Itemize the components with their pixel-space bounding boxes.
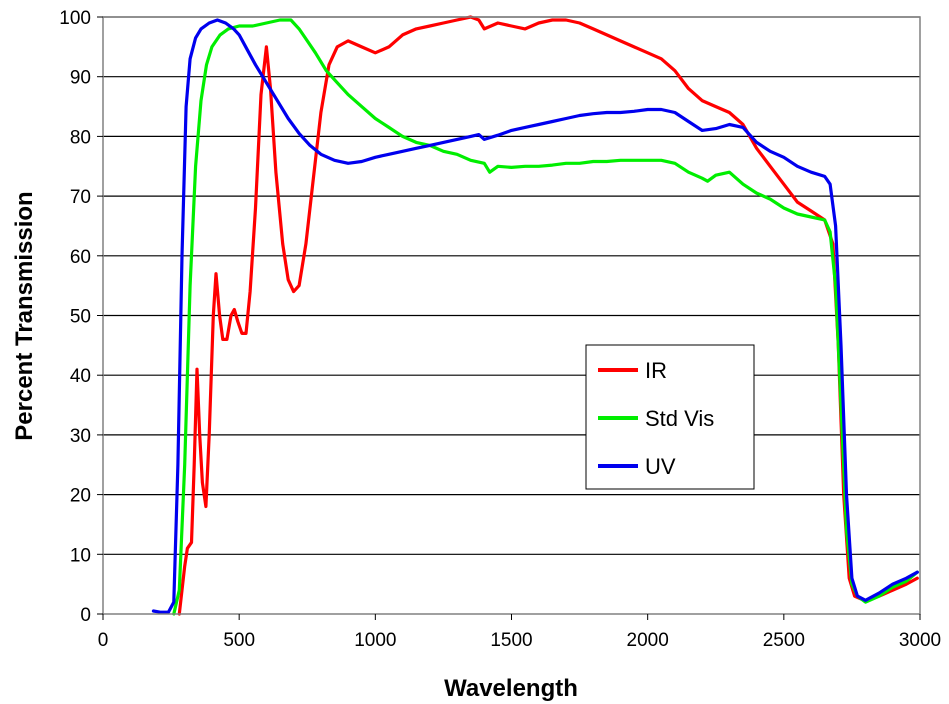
y-tick-label: 70 — [70, 187, 91, 208]
x-tick-label: 0 — [98, 630, 109, 651]
y-tick-label: 30 — [70, 426, 91, 447]
series-line-std-vis — [172, 18, 919, 616]
x-axis-title: Wavelength — [444, 675, 578, 702]
x-tick-label: 2000 — [627, 630, 669, 651]
legend: IR Std Vis UV — [585, 344, 755, 490]
y-axis-title: Percent Transmission — [11, 191, 38, 440]
y-tick-label: 90 — [70, 68, 91, 89]
x-tick-label: 1000 — [354, 630, 396, 651]
y-tick-label: 100 — [59, 8, 91, 29]
x-tick-label: 2500 — [763, 630, 805, 651]
y-tick-label: 50 — [70, 307, 91, 328]
grid-lines — [103, 16, 920, 555]
series-lines — [151, 15, 919, 616]
y-tick-label: 0 — [80, 605, 91, 626]
y-tick-label: 80 — [70, 127, 91, 148]
x-tick-label: 500 — [223, 630, 255, 651]
y-tick-label: 60 — [70, 247, 91, 268]
x-tick-label: 3000 — [899, 630, 941, 651]
x-tick-label: 1500 — [490, 630, 532, 651]
series-line-ir — [177, 15, 919, 616]
series-line-uv — [151, 18, 919, 614]
legend-label-uv: UV — [645, 454, 676, 479]
legend-label-std-vis: Std Vis — [645, 406, 714, 431]
legend-label-ir: IR — [645, 358, 667, 383]
y-tick-label: 10 — [70, 545, 91, 566]
y-tick-label: 40 — [70, 366, 91, 387]
y-tick-label: 20 — [70, 486, 91, 507]
